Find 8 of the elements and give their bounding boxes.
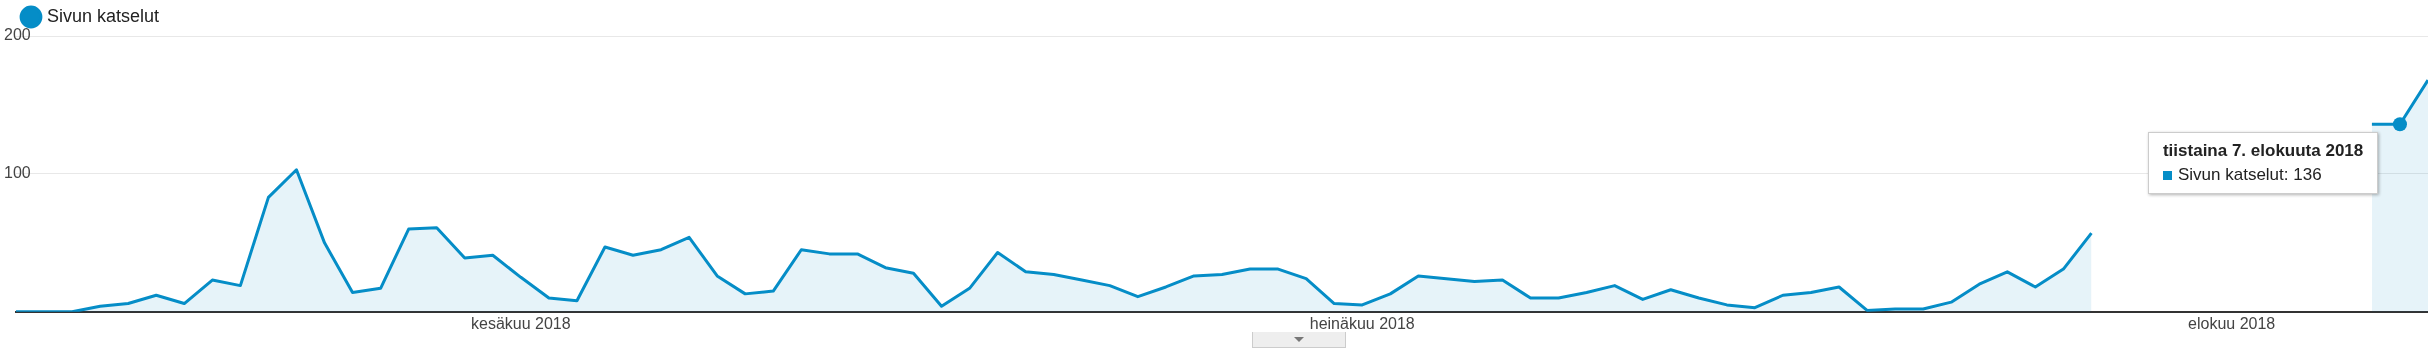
y-tick-label: 200 <box>4 26 31 44</box>
x-tick-label: heinäkuu 2018 <box>1309 314 1415 332</box>
annotation: tiistaina 7. elokuuta 2018 <box>2162 141 2364 162</box>
y-tick-label: 100 <box>4 164 31 182</box>
x-tick-label: kesäkuu 2018 <box>471 314 571 332</box>
legend-label: Sivun katselut <box>47 5 160 26</box>
x-tick-label: elokuu 2018 <box>2188 314 2276 332</box>
annotation: Sivun katselut: 136 <box>2176 165 2323 186</box>
